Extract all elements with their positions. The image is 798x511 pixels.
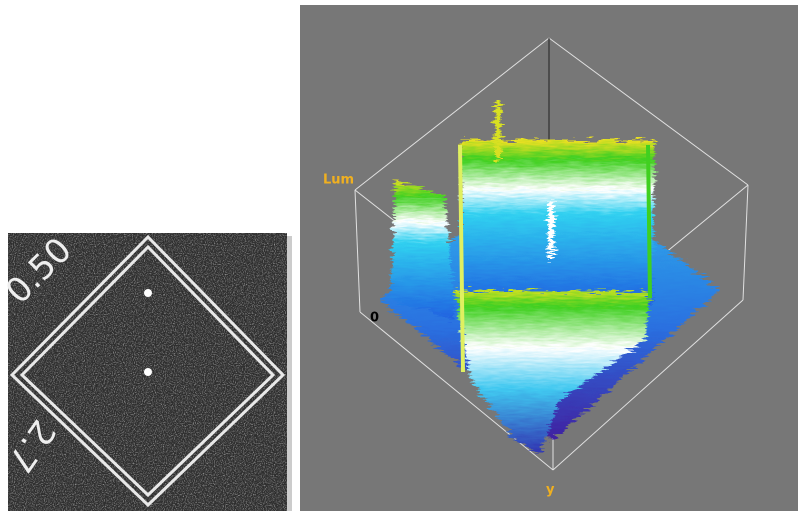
dot xyxy=(144,289,152,297)
axis-tick-label: 0 xyxy=(370,311,379,326)
box-edge xyxy=(359,311,554,471)
surface xyxy=(380,100,720,455)
surface-front xyxy=(455,290,650,455)
surface-plot: Lum 0 y xyxy=(300,5,798,511)
surface-spike xyxy=(495,100,501,160)
image-shadow xyxy=(287,236,292,511)
sample-image: 0.50 2.7 xyxy=(0,230,292,511)
box-edge xyxy=(354,189,361,313)
diamond-outer xyxy=(9,234,286,508)
plateau-edge xyxy=(646,144,652,299)
diamond-inner xyxy=(19,244,276,498)
box-edge xyxy=(742,184,749,301)
plateau-edge xyxy=(458,144,465,373)
box-edge xyxy=(354,37,550,191)
axis-label: y xyxy=(546,483,555,498)
box-edge xyxy=(552,299,744,471)
axis-label: Lum xyxy=(323,173,354,188)
box-edge xyxy=(548,37,749,186)
surface-spike xyxy=(548,200,554,260)
dot xyxy=(144,368,152,376)
surface-plateau xyxy=(460,140,655,305)
surface-peak xyxy=(390,180,455,320)
